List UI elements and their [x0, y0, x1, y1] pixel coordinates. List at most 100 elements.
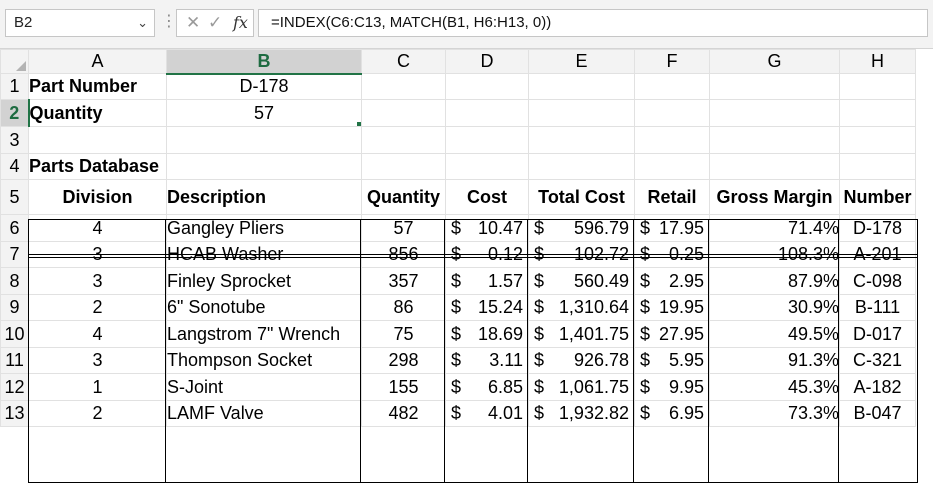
- retail-cell[interactable]: $6.95: [634, 400, 710, 427]
- total-cost-cell[interactable]: $596.79: [528, 214, 635, 242]
- retail-cell[interactable]: $5.95: [634, 347, 710, 374]
- quantity-cell[interactable]: 75: [361, 320, 446, 348]
- cost-cell[interactable]: $6.85: [445, 373, 529, 401]
- quantity-cell[interactable]: 298: [361, 347, 446, 374]
- row-header-11[interactable]: 11: [0, 347, 29, 374]
- row-header-6[interactable]: 6: [0, 214, 29, 242]
- row-header-5[interactable]: 5: [0, 179, 29, 215]
- database-title[interactable]: Parts Database: [28, 153, 167, 180]
- cell[interactable]: [445, 153, 529, 180]
- cell[interactable]: [28, 126, 167, 154]
- part-number-cell[interactable]: D-178: [839, 214, 916, 242]
- quantity-cell[interactable]: 856: [361, 241, 446, 268]
- retail-cell[interactable]: $0.25: [634, 241, 710, 268]
- column-header-c[interactable]: C: [361, 49, 446, 74]
- column-label-description[interactable]: Description: [166, 179, 362, 215]
- part-number-input[interactable]: D-178: [166, 73, 362, 100]
- row-header-12[interactable]: 12: [0, 373, 29, 401]
- division-cell[interactable]: 1: [28, 373, 167, 401]
- total-cost-cell[interactable]: $1,061.75: [528, 373, 635, 401]
- cost-cell[interactable]: $1.57: [445, 267, 529, 295]
- gross-margin-cell[interactable]: 30.9%: [709, 294, 840, 321]
- cell[interactable]: [361, 126, 446, 154]
- division-cell[interactable]: 4: [28, 320, 167, 348]
- division-cell[interactable]: 2: [28, 294, 167, 321]
- quantity-cell[interactable]: 482: [361, 400, 446, 427]
- total-cost-cell[interactable]: $926.78: [528, 347, 635, 374]
- more-options-icon[interactable]: ⋮: [161, 13, 177, 30]
- cell[interactable]: [839, 153, 916, 180]
- cell[interactable]: [839, 99, 916, 127]
- row-header-13[interactable]: 13: [0, 400, 29, 427]
- column-header-h[interactable]: H: [839, 49, 916, 74]
- division-cell[interactable]: 2: [28, 400, 167, 427]
- gross-margin-cell[interactable]: 87.9%: [709, 267, 840, 295]
- description-cell[interactable]: S-Joint: [166, 373, 362, 401]
- cell[interactable]: [528, 153, 635, 180]
- quantity-cell[interactable]: 357: [361, 267, 446, 295]
- row-header-7[interactable]: 7: [0, 241, 29, 268]
- total-cost-cell[interactable]: $1,401.75: [528, 320, 635, 348]
- cost-cell[interactable]: $0.12: [445, 241, 529, 268]
- cancel-icon[interactable]: ✕: [186, 13, 201, 32]
- column-label-gross-margin[interactable]: Gross Margin: [709, 179, 840, 215]
- part-number-label[interactable]: Part Number: [28, 73, 167, 100]
- description-cell[interactable]: Thompson Socket: [166, 347, 362, 374]
- row-header-2[interactable]: 2: [0, 99, 30, 127]
- cost-cell[interactable]: $15.24: [445, 294, 529, 321]
- column-header-b[interactable]: B: [166, 49, 362, 75]
- column-header-d[interactable]: D: [445, 49, 529, 74]
- formula-input[interactable]: =INDEX(C6:C13, MATCH(B1, H6:H13, 0)): [258, 9, 928, 37]
- column-header-f[interactable]: F: [634, 49, 710, 74]
- retail-cell[interactable]: $19.95: [634, 294, 710, 321]
- cell[interactable]: [709, 153, 840, 180]
- insert-function-icon[interactable]: fx: [233, 13, 248, 32]
- part-number-cell[interactable]: A-182: [839, 373, 916, 401]
- gross-margin-cell[interactable]: 49.5%: [709, 320, 840, 348]
- total-cost-cell[interactable]: $560.49: [528, 267, 635, 295]
- cell[interactable]: [528, 73, 635, 100]
- quantity-result-cell[interactable]: 57: [166, 99, 362, 127]
- column-header-e[interactable]: E: [528, 49, 635, 74]
- retail-cell[interactable]: $17.95: [634, 214, 710, 242]
- total-cost-cell[interactable]: $102.72: [528, 241, 635, 268]
- quantity-cell[interactable]: 86: [361, 294, 446, 321]
- part-number-cell[interactable]: D-017: [839, 320, 916, 348]
- cost-cell[interactable]: $4.01: [445, 400, 529, 427]
- cell[interactable]: [361, 73, 446, 100]
- total-cost-cell[interactable]: $1,932.82: [528, 400, 635, 427]
- cell[interactable]: [839, 126, 916, 154]
- column-label-total-cost[interactable]: Total Cost: [528, 179, 635, 215]
- column-header-a[interactable]: A: [28, 49, 167, 74]
- row-header-9[interactable]: 9: [0, 294, 29, 321]
- cell[interactable]: [361, 153, 446, 180]
- division-cell[interactable]: 3: [28, 267, 167, 295]
- part-number-cell[interactable]: A-201: [839, 241, 916, 268]
- retail-cell[interactable]: $2.95: [634, 267, 710, 295]
- cost-cell[interactable]: $10.47: [445, 214, 529, 242]
- gross-margin-cell[interactable]: 91.3%: [709, 347, 840, 374]
- description-cell[interactable]: 6" Sonotube: [166, 294, 362, 321]
- description-cell[interactable]: LAMF Valve: [166, 400, 362, 427]
- cell[interactable]: [528, 126, 635, 154]
- division-cell[interactable]: 4: [28, 214, 167, 242]
- cell[interactable]: [445, 73, 529, 100]
- quantity-cell[interactable]: 57: [361, 214, 446, 242]
- part-number-cell[interactable]: C-321: [839, 347, 916, 374]
- cell[interactable]: [839, 73, 916, 100]
- row-header-4[interactable]: 4: [0, 153, 29, 180]
- retail-cell[interactable]: $9.95: [634, 373, 710, 401]
- division-cell[interactable]: 3: [28, 241, 167, 268]
- column-label-cost[interactable]: Cost: [445, 179, 529, 215]
- chevron-down-icon[interactable]: ⌄: [137, 15, 148, 30]
- column-label-retail[interactable]: Retail: [634, 179, 710, 215]
- cell[interactable]: [634, 153, 710, 180]
- part-number-cell[interactable]: C-098: [839, 267, 916, 295]
- total-cost-cell[interactable]: $1,310.64: [528, 294, 635, 321]
- cell[interactable]: [709, 126, 840, 154]
- cell[interactable]: [709, 99, 840, 127]
- cell[interactable]: [361, 99, 446, 127]
- retail-cell[interactable]: $27.95: [634, 320, 710, 348]
- cost-cell[interactable]: $18.69: [445, 320, 529, 348]
- gross-margin-cell[interactable]: 71.4%: [709, 214, 840, 242]
